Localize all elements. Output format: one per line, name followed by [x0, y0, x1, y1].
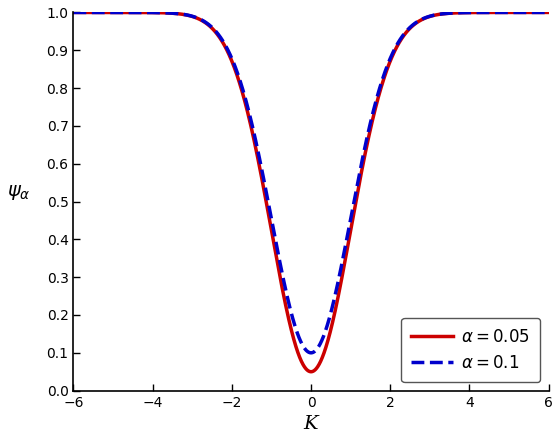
$\alpha = 0.1$ — [94, 10, 101, 15]
$\alpha = 0.05$ — [545, 10, 552, 15]
Line: $\alpha = 0.05$: $\alpha = 0.05$ — [73, 12, 549, 372]
$\alpha = 0.05$ — [531, 10, 538, 15]
$\alpha = 0.05$ — [445, 11, 451, 16]
$\alpha = 0.05$ — [301, 364, 308, 370]
$\alpha = 0.1$ — [301, 345, 308, 351]
$\alpha = 0.1$ — [307, 350, 314, 356]
Y-axis label: $\psi_{\alpha}$: $\psi_{\alpha}$ — [7, 183, 31, 202]
$\alpha = 0.05$ — [94, 10, 101, 15]
$\alpha = 0.1$ — [445, 11, 451, 16]
$\alpha = 0.1$ — [531, 10, 538, 15]
Legend: $\alpha = 0.05$, $\alpha = 0.1$: $\alpha = 0.05$, $\alpha = 0.1$ — [402, 318, 540, 382]
$\alpha = 0.05$ — [288, 330, 295, 335]
Line: $\alpha = 0.1$: $\alpha = 0.1$ — [73, 12, 549, 353]
$\alpha = 0.05$ — [70, 10, 77, 15]
$\alpha = 0.1$ — [70, 10, 77, 15]
$\alpha = 0.1$ — [531, 10, 538, 15]
X-axis label: K: K — [304, 415, 318, 433]
$\alpha = 0.05$ — [531, 10, 538, 15]
$\alpha = 0.1$ — [545, 10, 552, 15]
$\alpha = 0.05$ — [307, 369, 314, 374]
$\alpha = 0.1$ — [288, 313, 295, 318]
